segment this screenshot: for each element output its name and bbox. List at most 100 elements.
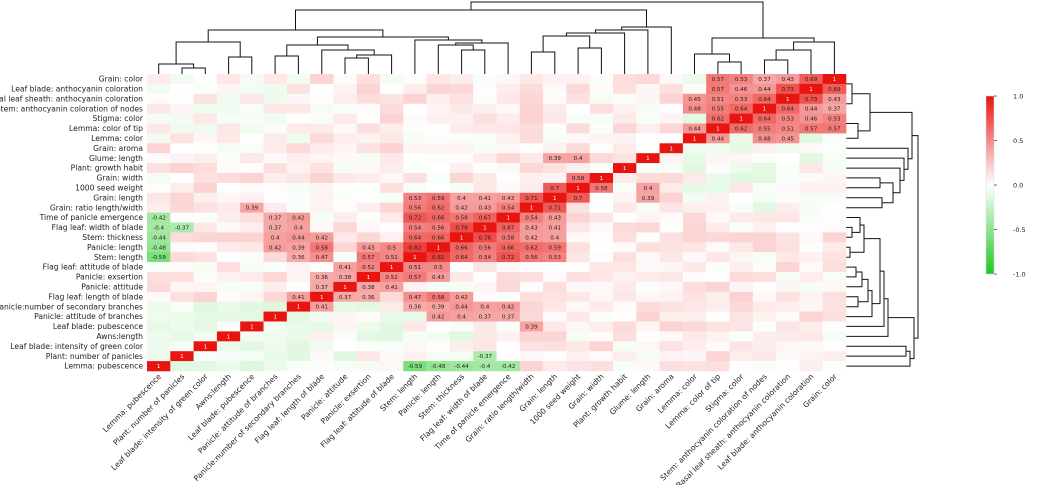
heatmap-cell xyxy=(380,83,404,95)
heatmap-cell xyxy=(822,252,847,263)
heatmap-cell xyxy=(193,311,218,322)
cell-value-label: 1 xyxy=(553,196,557,202)
heatmap-cell xyxy=(170,341,194,352)
cell-value-label: 0.51 xyxy=(712,97,725,103)
heatmap-cell xyxy=(776,272,800,283)
heatmap-cell xyxy=(170,281,194,293)
cell-value-label: 1 xyxy=(506,216,510,222)
heatmap-cell xyxy=(263,291,288,302)
heatmap-cell xyxy=(659,272,684,283)
heatmap-cell xyxy=(613,301,637,312)
cell-value-label: 0.43 xyxy=(479,206,492,212)
heatmap-cell xyxy=(752,242,777,253)
cell-value-label: 0.38 xyxy=(339,275,352,281)
heatmap-cell xyxy=(659,232,684,243)
heatmap-cell xyxy=(776,311,800,322)
heatmap-cell xyxy=(403,351,427,362)
cell-value-label: 1 xyxy=(600,176,604,182)
dendrogram-branch xyxy=(846,296,859,308)
cell-value-label: -0.42 xyxy=(501,364,515,370)
heatmap-cell xyxy=(426,281,451,293)
cell-value-label: -0.4 xyxy=(479,364,490,370)
cell-value-label: 0.58 xyxy=(316,245,329,251)
heatmap-cell xyxy=(706,281,730,293)
cell-value-label: 1 xyxy=(343,285,347,291)
heatmap-cell xyxy=(170,212,194,223)
heatmap-cell xyxy=(613,242,637,253)
heatmap-cell xyxy=(286,311,311,322)
cell-value-label: 1 xyxy=(623,166,627,172)
heatmap-cell xyxy=(356,173,381,184)
heatmap-cell xyxy=(380,182,404,194)
heatmap-cell xyxy=(566,361,590,372)
heatmap-cell xyxy=(566,351,590,362)
heatmap-cell xyxy=(193,74,218,85)
heatmap-cell xyxy=(613,202,637,213)
heatmap-cell xyxy=(403,252,427,263)
heatmap-cell xyxy=(659,153,684,164)
heatmap-cell xyxy=(613,103,637,114)
cell-value-label: 0.76 xyxy=(479,235,492,241)
heatmap-cell xyxy=(216,281,241,293)
heatmap-cell xyxy=(403,153,427,164)
heatmap-cell xyxy=(310,351,334,362)
heatmap-cell xyxy=(799,93,823,104)
heatmap-cell xyxy=(473,202,497,213)
heatmap-cell xyxy=(193,113,218,124)
heatmap-cell xyxy=(799,242,823,253)
heatmap-cell xyxy=(147,242,171,253)
heatmap-cell xyxy=(473,331,497,342)
heatmap-cell xyxy=(682,361,707,372)
heatmap-cell xyxy=(356,252,381,263)
heatmap-cell xyxy=(613,361,637,372)
heatmap-cell xyxy=(776,341,800,352)
cell-value-label: 0.37 xyxy=(269,225,282,231)
cell-value-label: 0.64 xyxy=(758,117,771,123)
heatmap-cell xyxy=(752,123,777,134)
heatmap-cell xyxy=(333,173,357,184)
heatmap-cell xyxy=(286,232,311,243)
heatmap-cell xyxy=(147,232,171,243)
heatmap-cell xyxy=(613,331,637,342)
heatmap-cell xyxy=(310,222,334,233)
cell-value-label: 0.4 xyxy=(457,315,466,321)
heatmap-cell xyxy=(473,351,497,362)
heatmap-cell xyxy=(659,222,684,233)
row-label: Panicle: exsertion xyxy=(76,273,143,282)
cell-value-label: 0.37 xyxy=(758,77,771,83)
heatmap-cell xyxy=(729,262,754,273)
dendrogram-branch xyxy=(852,93,871,132)
cell-value-label: 0.62 xyxy=(735,126,747,132)
heatmap-cell xyxy=(799,163,823,174)
heatmap-cell xyxy=(193,351,218,362)
heatmap-cell xyxy=(147,93,171,104)
heatmap-cell xyxy=(333,242,357,253)
heatmap-cell xyxy=(519,222,544,233)
row-label: Panicle: attitude of branches xyxy=(34,312,143,321)
heatmap-cell xyxy=(473,163,497,174)
heatmap-cell xyxy=(193,341,218,352)
cell-value-label: 1 xyxy=(669,146,673,152)
heatmap-cell xyxy=(426,331,451,342)
heatmap-cell xyxy=(333,272,357,283)
heatmap-cell xyxy=(776,291,800,302)
heatmap-cell xyxy=(519,291,544,302)
heatmap-cell xyxy=(776,83,800,95)
cell-value-label: -0.44 xyxy=(454,364,469,370)
heatmap-cell xyxy=(566,242,590,253)
heatmap-cell xyxy=(822,133,847,144)
heatmap-cell xyxy=(752,212,777,223)
heatmap-cell xyxy=(706,173,730,184)
heatmap-cell xyxy=(682,143,707,154)
heatmap-cell xyxy=(682,123,707,134)
heatmap-cell xyxy=(496,192,521,203)
heatmap-cell xyxy=(356,242,381,253)
heatmap-cell xyxy=(170,192,194,203)
dendrogram-branch xyxy=(870,111,913,160)
heatmap-cell xyxy=(706,361,730,372)
heatmap-cell xyxy=(822,83,847,95)
cell-value-label: 0.7 xyxy=(574,196,583,202)
heatmap-cell xyxy=(682,262,707,273)
heatmap-cell xyxy=(729,321,754,332)
